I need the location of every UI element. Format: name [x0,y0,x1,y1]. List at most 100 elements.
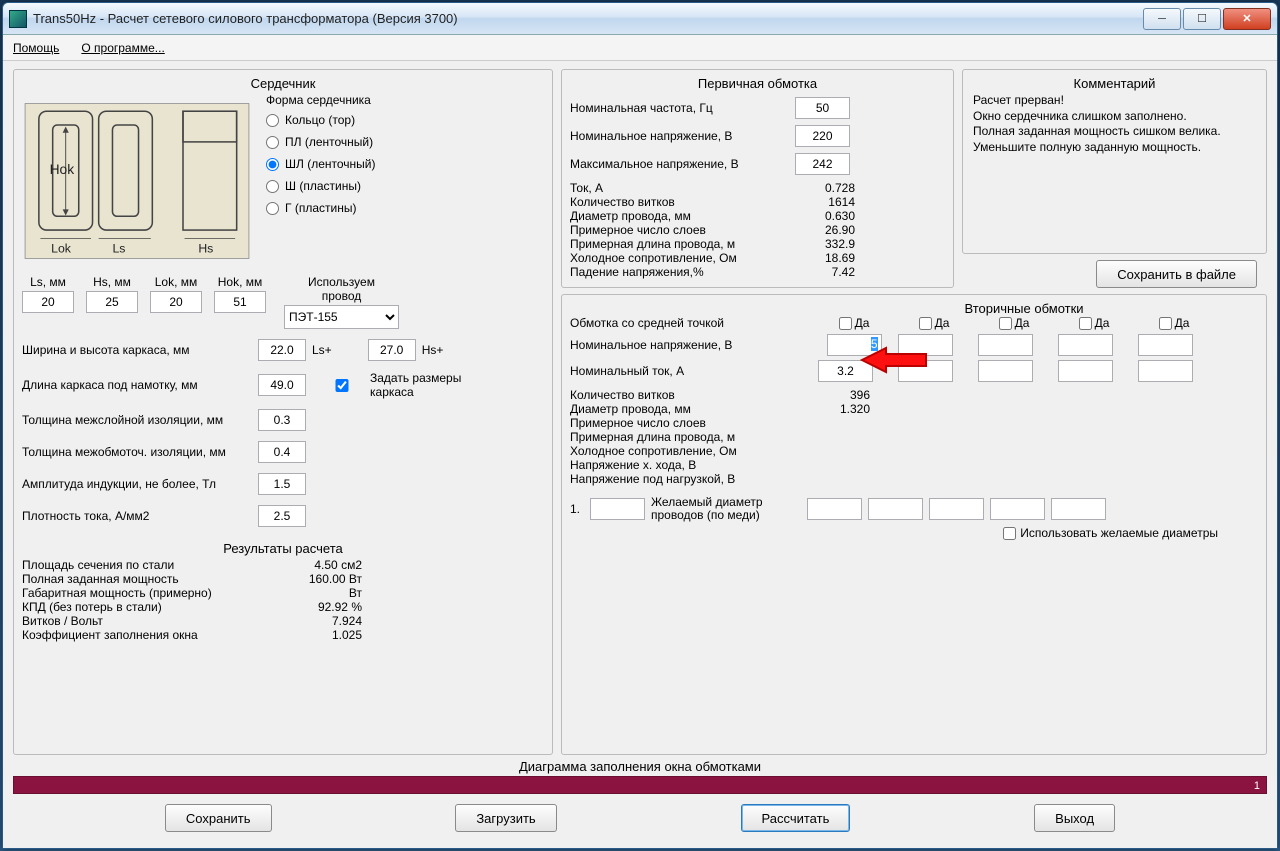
results-title: Результаты расчета [22,541,544,556]
primary-stat-value: 332.9 [800,237,855,251]
hok-input[interactable] [214,291,266,313]
primary-stat-value: 0.728 [800,181,855,195]
sec-chk-1[interactable]: Да [818,316,890,330]
primary-stat-value: 18.69 [800,251,855,265]
wish-input-4[interactable] [990,498,1045,520]
result-value: 1.025 [282,628,362,642]
primary-stat-label: Количество витков [570,195,800,209]
result-label: Площадь сечения по стали [22,558,282,572]
wire-label-1: Используем [308,275,375,289]
set-frame-check[interactable]: Задать размеры каркаса [318,371,490,399]
unom-input[interactable] [795,125,850,147]
midpoint-label: Обмотка со средней точкой [570,316,810,330]
svg-text:Hs: Hs [198,241,213,255]
load-button[interactable]: Загрузить [455,804,556,832]
sec-chk-2[interactable]: Да [898,316,970,330]
primary-stat-label: Холодное сопротивление, Ом [570,251,800,265]
menu-help[interactable]: Помощь [13,41,59,55]
secondary-stat-label: Количество витков [570,388,810,402]
close-button[interactable]: ✕ [1223,8,1271,30]
freq-input[interactable] [795,97,850,119]
wish-input-3[interactable] [929,498,984,520]
sec-unom-5[interactable] [1138,334,1193,356]
lok-input[interactable] [150,291,202,313]
result-label: Коэффициент заполнения окна [22,628,282,642]
frame-len-label: Длина каркаса под намотку, мм [22,378,252,392]
radio-g[interactable]: Г (пластины) [262,197,544,219]
secondary-stat-label: Примерная длина провода, м [570,430,810,444]
secondary-stat-value [810,472,870,486]
hs-plus-label: Hs+ [422,343,444,357]
svg-text:Lok: Lok [51,241,72,255]
wish-input-2[interactable] [868,498,923,520]
sec-unom-3[interactable] [978,334,1033,356]
sec-inom-4[interactable] [1058,360,1113,382]
bmax-input[interactable] [258,473,306,495]
primary-stat-value: 26.90 [800,223,855,237]
core-form-label: Форма сердечника [262,91,544,109]
layer-iso-input[interactable] [258,409,306,431]
sec-unom-4[interactable] [1058,334,1113,356]
use-wish-check[interactable]: Использовать желаемые диаметры [570,526,1258,540]
sec-chk-5[interactable]: Да [1138,316,1210,330]
result-value: 92.92 % [282,600,362,614]
progress-text: 1 [1254,777,1260,795]
core-title: Сердечник [22,76,544,91]
result-label: Габаритная мощность (примерно) [22,586,282,600]
sec-inom-3[interactable] [978,360,1033,382]
frame-len-input[interactable] [258,374,306,396]
secondary-stat-value [810,444,870,458]
wish-input-1[interactable] [807,498,862,520]
secondary-stat-label: Напряжение х. хода, В [570,458,810,472]
wire-label-2: провод [322,289,362,303]
menu-about[interactable]: О программе... [81,41,164,55]
primary-panel: Первичная обмотка Номинальная частота, Г… [561,69,954,288]
save-file-button[interactable]: Сохранить в файле [1096,260,1257,288]
ls-input[interactable] [22,291,74,313]
diagram-label: Диаграмма заполнения окна обмотками [13,759,1267,774]
j-input[interactable] [258,505,306,527]
frame-w-input[interactable] [258,339,306,361]
app-icon [9,10,27,28]
radio-sh[interactable]: Ш (пластины) [262,175,544,197]
radio-pl[interactable]: ПЛ (ленточный) [262,131,544,153]
radio-shl[interactable]: ШЛ (ленточный) [262,153,544,175]
comment-text: Расчет прерван! Окно сердечника слишком … [971,91,1258,157]
minimize-button[interactable]: ─ [1143,8,1181,30]
calc-button[interactable]: Рассчитать [741,804,851,832]
wind-iso-label: Толщина межобмоточ. изоляции, мм [22,445,252,459]
primary-title: Первичная обмотка [570,76,945,91]
window-title: Trans50Hz - Расчет сетевого силового тра… [33,11,1143,26]
wish-label-1: Желаемый диаметр [651,495,763,509]
app-window: Trans50Hz - Расчет сетевого силового тра… [2,2,1278,849]
wind-iso-input[interactable] [258,441,306,463]
maximize-button[interactable]: ☐ [1183,8,1221,30]
save-button[interactable]: Сохранить [165,804,272,832]
secondary-stat-label: Холодное сопротивление, Ом [570,444,810,458]
frame-h-input[interactable] [368,339,416,361]
results-block: Результаты расчета Площадь сечения по ст… [22,541,544,642]
primary-stat-value: 1614 [800,195,855,209]
wire-select[interactable]: ПЭТ-155 [284,305,399,329]
radio-ring[interactable]: Кольцо (тор) [262,109,544,131]
wish-input-5[interactable] [1051,498,1106,520]
primary-stat-value: 7.42 [800,265,855,279]
umax-input[interactable] [795,153,850,175]
sec-inom-5[interactable] [1138,360,1193,382]
result-label: КПД (без потерь в стали) [22,600,282,614]
sec-chk-4[interactable]: Да [1058,316,1130,330]
titlebar[interactable]: Trans50Hz - Расчет сетевого силового тра… [3,3,1277,35]
exit-button[interactable]: Выход [1034,804,1115,832]
secondary-stat-value [810,416,870,430]
client-area: Сердечник [3,61,1277,848]
lok-label: Lok, мм [155,275,198,289]
hs-input[interactable] [86,291,138,313]
secondary-stat-value: 396 [810,388,870,402]
sec-chk-3[interactable]: Да [978,316,1050,330]
umax-label: Максимальное напряжение, В [570,157,795,171]
secondary-panel: Вторичные обмотки Обмотка со средней точ… [561,294,1267,755]
svg-text:Ls: Ls [112,241,125,255]
result-value: 4.50 см2 [282,558,362,572]
red-arrow-icon [860,345,930,375]
wish-input-0[interactable] [590,498,645,520]
